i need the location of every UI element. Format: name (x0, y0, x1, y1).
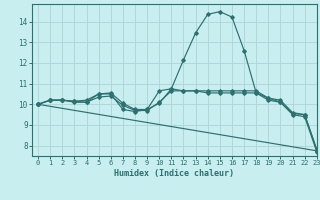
X-axis label: Humidex (Indice chaleur): Humidex (Indice chaleur) (115, 169, 234, 178)
